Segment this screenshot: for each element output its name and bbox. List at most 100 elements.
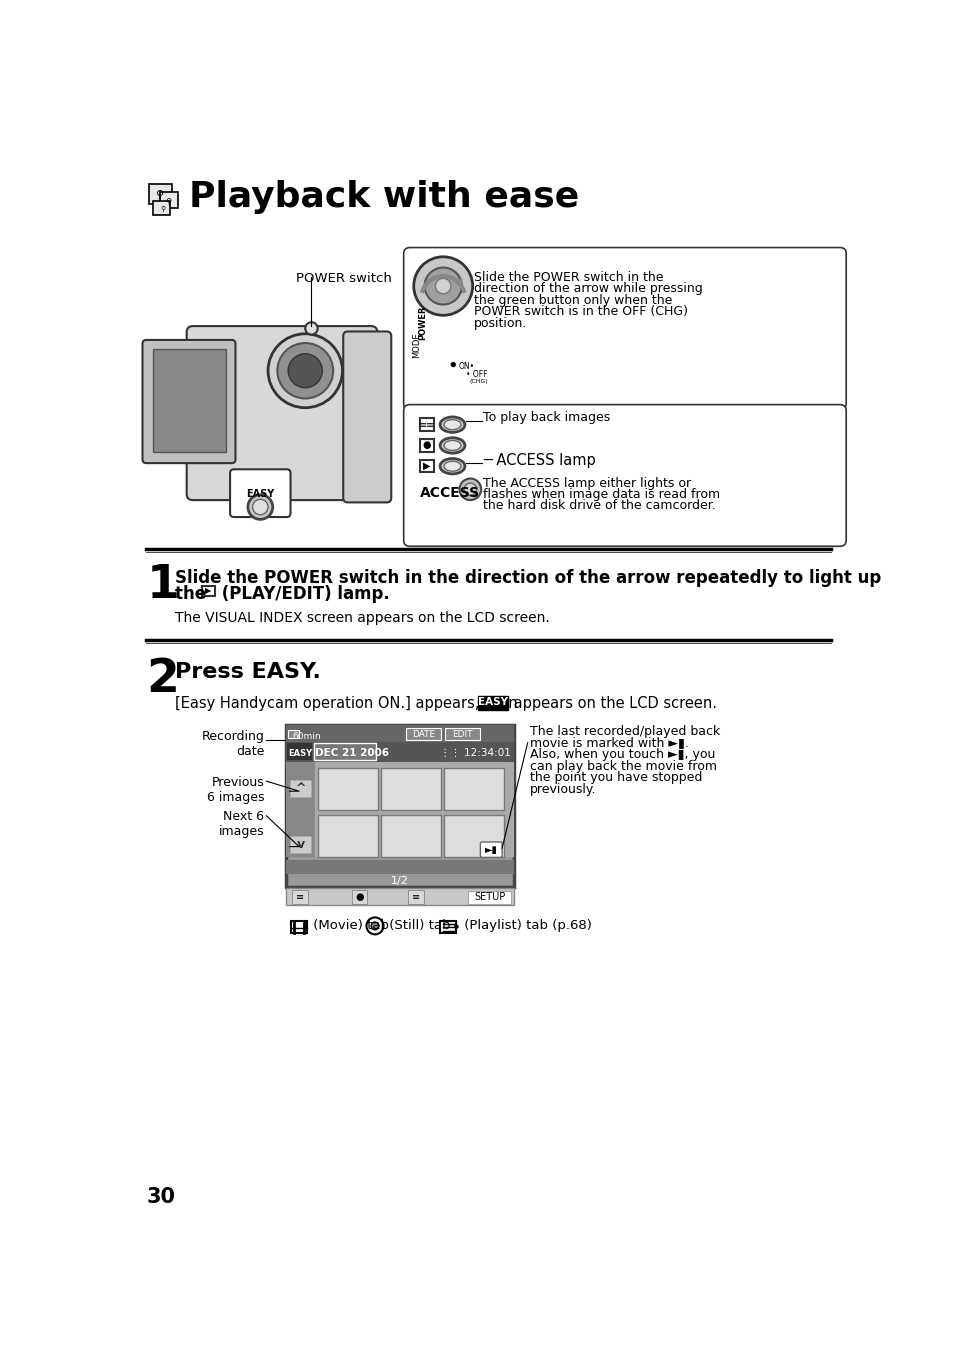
Bar xyxy=(286,761,315,858)
Bar xyxy=(381,816,440,858)
Circle shape xyxy=(464,483,476,495)
Text: ≡≡: ≡≡ xyxy=(418,419,435,430)
Text: ⚲: ⚲ xyxy=(165,197,171,206)
Text: Press EASY.: Press EASY. xyxy=(174,662,320,681)
Text: ►▮: ►▮ xyxy=(484,844,497,855)
Text: the: the xyxy=(174,585,212,603)
FancyBboxPatch shape xyxy=(343,331,391,502)
Text: 60min: 60min xyxy=(292,731,320,741)
Bar xyxy=(286,761,514,858)
Text: (Movie) tab: (Movie) tab xyxy=(309,919,389,932)
Text: POWER switch is in the OFF (CHG): POWER switch is in the OFF (CHG) xyxy=(474,305,687,319)
Text: Playback with ease: Playback with ease xyxy=(189,179,578,213)
Bar xyxy=(286,889,514,905)
Text: 1/2: 1/2 xyxy=(391,877,408,886)
Text: Also, when you touch ►▮, you: Also, when you touch ►▮, you xyxy=(530,748,715,761)
Text: To play back images: To play back images xyxy=(483,411,610,425)
Bar xyxy=(443,816,503,858)
Circle shape xyxy=(435,278,451,293)
Text: direction of the arrow while pressing: direction of the arrow while pressing xyxy=(474,282,702,296)
Text: [Easy Handycam operation ON.] appears, then: [Easy Handycam operation ON.] appears, t… xyxy=(174,696,521,711)
Bar xyxy=(149,185,172,205)
Text: Slide the POWER switch in the: Slide the POWER switch in the xyxy=(474,270,663,284)
Bar xyxy=(408,890,423,904)
Circle shape xyxy=(305,322,317,335)
Text: the hard disk drive of the camcorder.: the hard disk drive of the camcorder. xyxy=(483,498,716,512)
Text: ⚲: ⚲ xyxy=(160,206,165,212)
Bar xyxy=(290,780,311,798)
Circle shape xyxy=(451,362,456,366)
Bar xyxy=(419,460,434,472)
Bar xyxy=(406,727,440,741)
Text: ≡: ≡ xyxy=(412,892,419,901)
Text: previously.: previously. xyxy=(530,783,596,795)
Bar xyxy=(477,696,507,710)
Circle shape xyxy=(366,917,383,935)
Text: position.: position. xyxy=(474,316,527,330)
Text: ON•: ON• xyxy=(458,362,475,372)
Text: • OFF: • OFF xyxy=(466,370,487,379)
Ellipse shape xyxy=(439,417,464,433)
Bar xyxy=(286,742,514,761)
Text: ●: ● xyxy=(355,892,363,901)
Circle shape xyxy=(424,267,461,304)
Bar xyxy=(318,816,377,858)
FancyBboxPatch shape xyxy=(403,404,845,547)
Bar xyxy=(152,349,226,452)
Circle shape xyxy=(371,921,378,930)
Text: DATE: DATE xyxy=(412,730,435,738)
Circle shape xyxy=(277,343,333,399)
Text: 1: 1 xyxy=(146,563,179,608)
Bar xyxy=(443,768,503,810)
Bar xyxy=(286,725,514,886)
Bar xyxy=(288,730,298,738)
Text: (PLAY/EDIT) lamp.: (PLAY/EDIT) lamp. xyxy=(216,585,390,603)
Bar xyxy=(286,725,514,742)
Circle shape xyxy=(459,479,480,501)
Text: (CHG): (CHG) xyxy=(469,379,488,384)
Bar xyxy=(159,193,178,208)
Text: (Playlist) tab (p.68): (Playlist) tab (p.68) xyxy=(459,919,592,932)
Text: v: v xyxy=(296,837,304,851)
Text: Previous
6 images: Previous 6 images xyxy=(207,776,264,803)
Text: the point you have stopped: the point you have stopped xyxy=(530,771,701,784)
Text: ▶: ▶ xyxy=(423,461,430,471)
Text: ⋮⋮ 12:34:01: ⋮⋮ 12:34:01 xyxy=(439,749,510,759)
Bar xyxy=(318,768,377,810)
Bar xyxy=(202,586,214,596)
Bar xyxy=(292,890,307,904)
Text: SETUP: SETUP xyxy=(474,893,505,902)
Text: Next 6
images: Next 6 images xyxy=(218,810,264,837)
Text: EASY: EASY xyxy=(288,749,312,759)
FancyBboxPatch shape xyxy=(187,326,377,501)
Text: The VISUAL INDEX screen appears on the LCD screen.: The VISUAL INDEX screen appears on the L… xyxy=(174,611,549,626)
Ellipse shape xyxy=(443,441,460,451)
Circle shape xyxy=(414,256,472,315)
Text: The last recorded/played back: The last recorded/played back xyxy=(530,725,720,738)
Text: can play back the movie from: can play back the movie from xyxy=(530,760,717,772)
Bar xyxy=(419,418,434,430)
Bar xyxy=(439,920,456,932)
Bar xyxy=(286,860,514,874)
Text: ^: ^ xyxy=(295,783,306,795)
Text: (Still) tab: (Still) tab xyxy=(385,919,450,932)
Ellipse shape xyxy=(443,419,460,430)
Bar xyxy=(290,836,311,852)
Text: ─ ACCESS lamp: ─ ACCESS lamp xyxy=(483,453,596,468)
Bar xyxy=(444,727,479,741)
Circle shape xyxy=(248,495,273,520)
Circle shape xyxy=(268,334,342,407)
Circle shape xyxy=(288,354,322,388)
Text: EASY: EASY xyxy=(246,489,274,499)
Text: 30: 30 xyxy=(146,1187,175,1206)
Text: EDIT: EDIT xyxy=(452,730,473,738)
Text: DEC 21 2006: DEC 21 2006 xyxy=(315,749,389,759)
FancyBboxPatch shape xyxy=(230,470,291,517)
FancyBboxPatch shape xyxy=(142,341,235,463)
Ellipse shape xyxy=(443,461,460,471)
Ellipse shape xyxy=(439,438,464,453)
Text: ▶: ▶ xyxy=(205,586,212,596)
Bar xyxy=(153,201,171,216)
Bar xyxy=(419,440,434,452)
Bar xyxy=(287,744,312,760)
